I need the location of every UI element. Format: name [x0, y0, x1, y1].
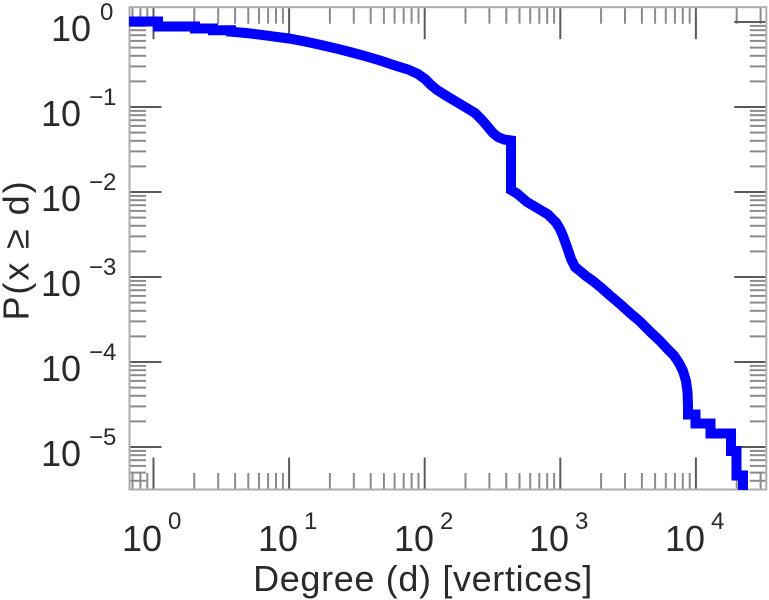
svg-text:0: 0	[100, 0, 113, 26]
svg-text:10: 10	[41, 348, 81, 389]
svg-text:10: 10	[51, 8, 91, 49]
svg-text:2: 2	[440, 508, 453, 535]
svg-text:4: 4	[711, 508, 724, 535]
svg-text:10: 10	[529, 518, 569, 559]
svg-text:−1: −1	[89, 84, 116, 111]
svg-text:3: 3	[575, 508, 588, 535]
svg-text:1: 1	[304, 508, 317, 535]
svg-text:P(x ≥ d): P(x ≥ d)	[0, 180, 37, 321]
svg-text:−2: −2	[89, 169, 116, 196]
svg-text:10: 10	[665, 518, 705, 559]
svg-text:10: 10	[258, 518, 298, 559]
svg-text:0: 0	[168, 508, 181, 535]
svg-text:10: 10	[41, 93, 81, 134]
svg-text:−5: −5	[89, 424, 116, 451]
svg-text:10: 10	[41, 263, 81, 304]
svg-text:10: 10	[41, 433, 81, 474]
svg-text:−4: −4	[89, 339, 116, 366]
svg-text:10: 10	[394, 518, 434, 559]
svg-text:10: 10	[122, 518, 162, 559]
svg-text:Degree (d) [vertices]: Degree (d) [vertices]	[253, 558, 593, 599]
svg-text:10: 10	[41, 178, 81, 219]
svg-text:−3: −3	[89, 254, 116, 281]
